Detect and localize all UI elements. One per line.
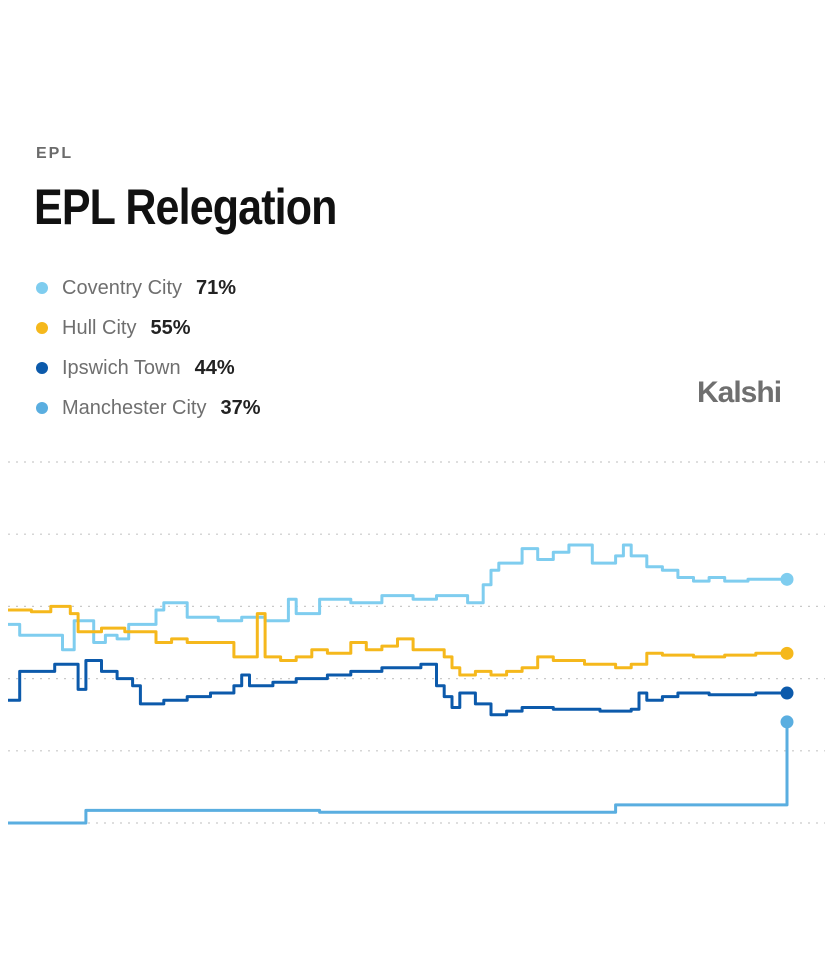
chart-legend: Coventry City 71% Hull City 55% Ipswich … (36, 268, 261, 428)
series-line-ipswich-town (8, 659, 787, 717)
series-end-point (780, 646, 794, 660)
brand-logo: Kalshi (697, 376, 782, 409)
series-end-point (780, 572, 794, 586)
legend-item: Hull City 55% (36, 308, 261, 348)
legend-series-name: Manchester City (62, 396, 207, 419)
legend-dot-icon (36, 362, 48, 374)
legend-item: Coventry City 71% (36, 268, 261, 308)
legend-series-name: Ipswich Town (62, 356, 181, 379)
legend-dot-icon (36, 282, 48, 294)
series-lines (8, 543, 789, 825)
legend-item: Ipswich Town 44% (36, 348, 261, 388)
category-label: EPL (36, 145, 74, 162)
legend-series-name: Coventry City (62, 276, 183, 299)
legend-series-value: 37% (220, 396, 261, 419)
legend-series-value: 71% (196, 276, 237, 299)
legend-dot-icon (36, 322, 48, 334)
legend-series-name: Hull City (62, 316, 137, 339)
legend-dot-icon (36, 402, 48, 414)
series-line-hull-city (8, 604, 787, 677)
page-title: EPL Relegation (34, 179, 337, 235)
line-chart (8, 461, 825, 825)
series-end-point (780, 715, 794, 729)
legend-series-value: 44% (194, 356, 235, 379)
series-end-markers (780, 572, 794, 729)
series-line-manchester-city (8, 721, 789, 825)
legend-item: Manchester City 37% (36, 388, 261, 428)
series-line-coventry-city (8, 543, 787, 652)
series-end-point (780, 686, 794, 700)
legend-series-value: 55% (150, 316, 191, 339)
gridlines (8, 461, 825, 824)
